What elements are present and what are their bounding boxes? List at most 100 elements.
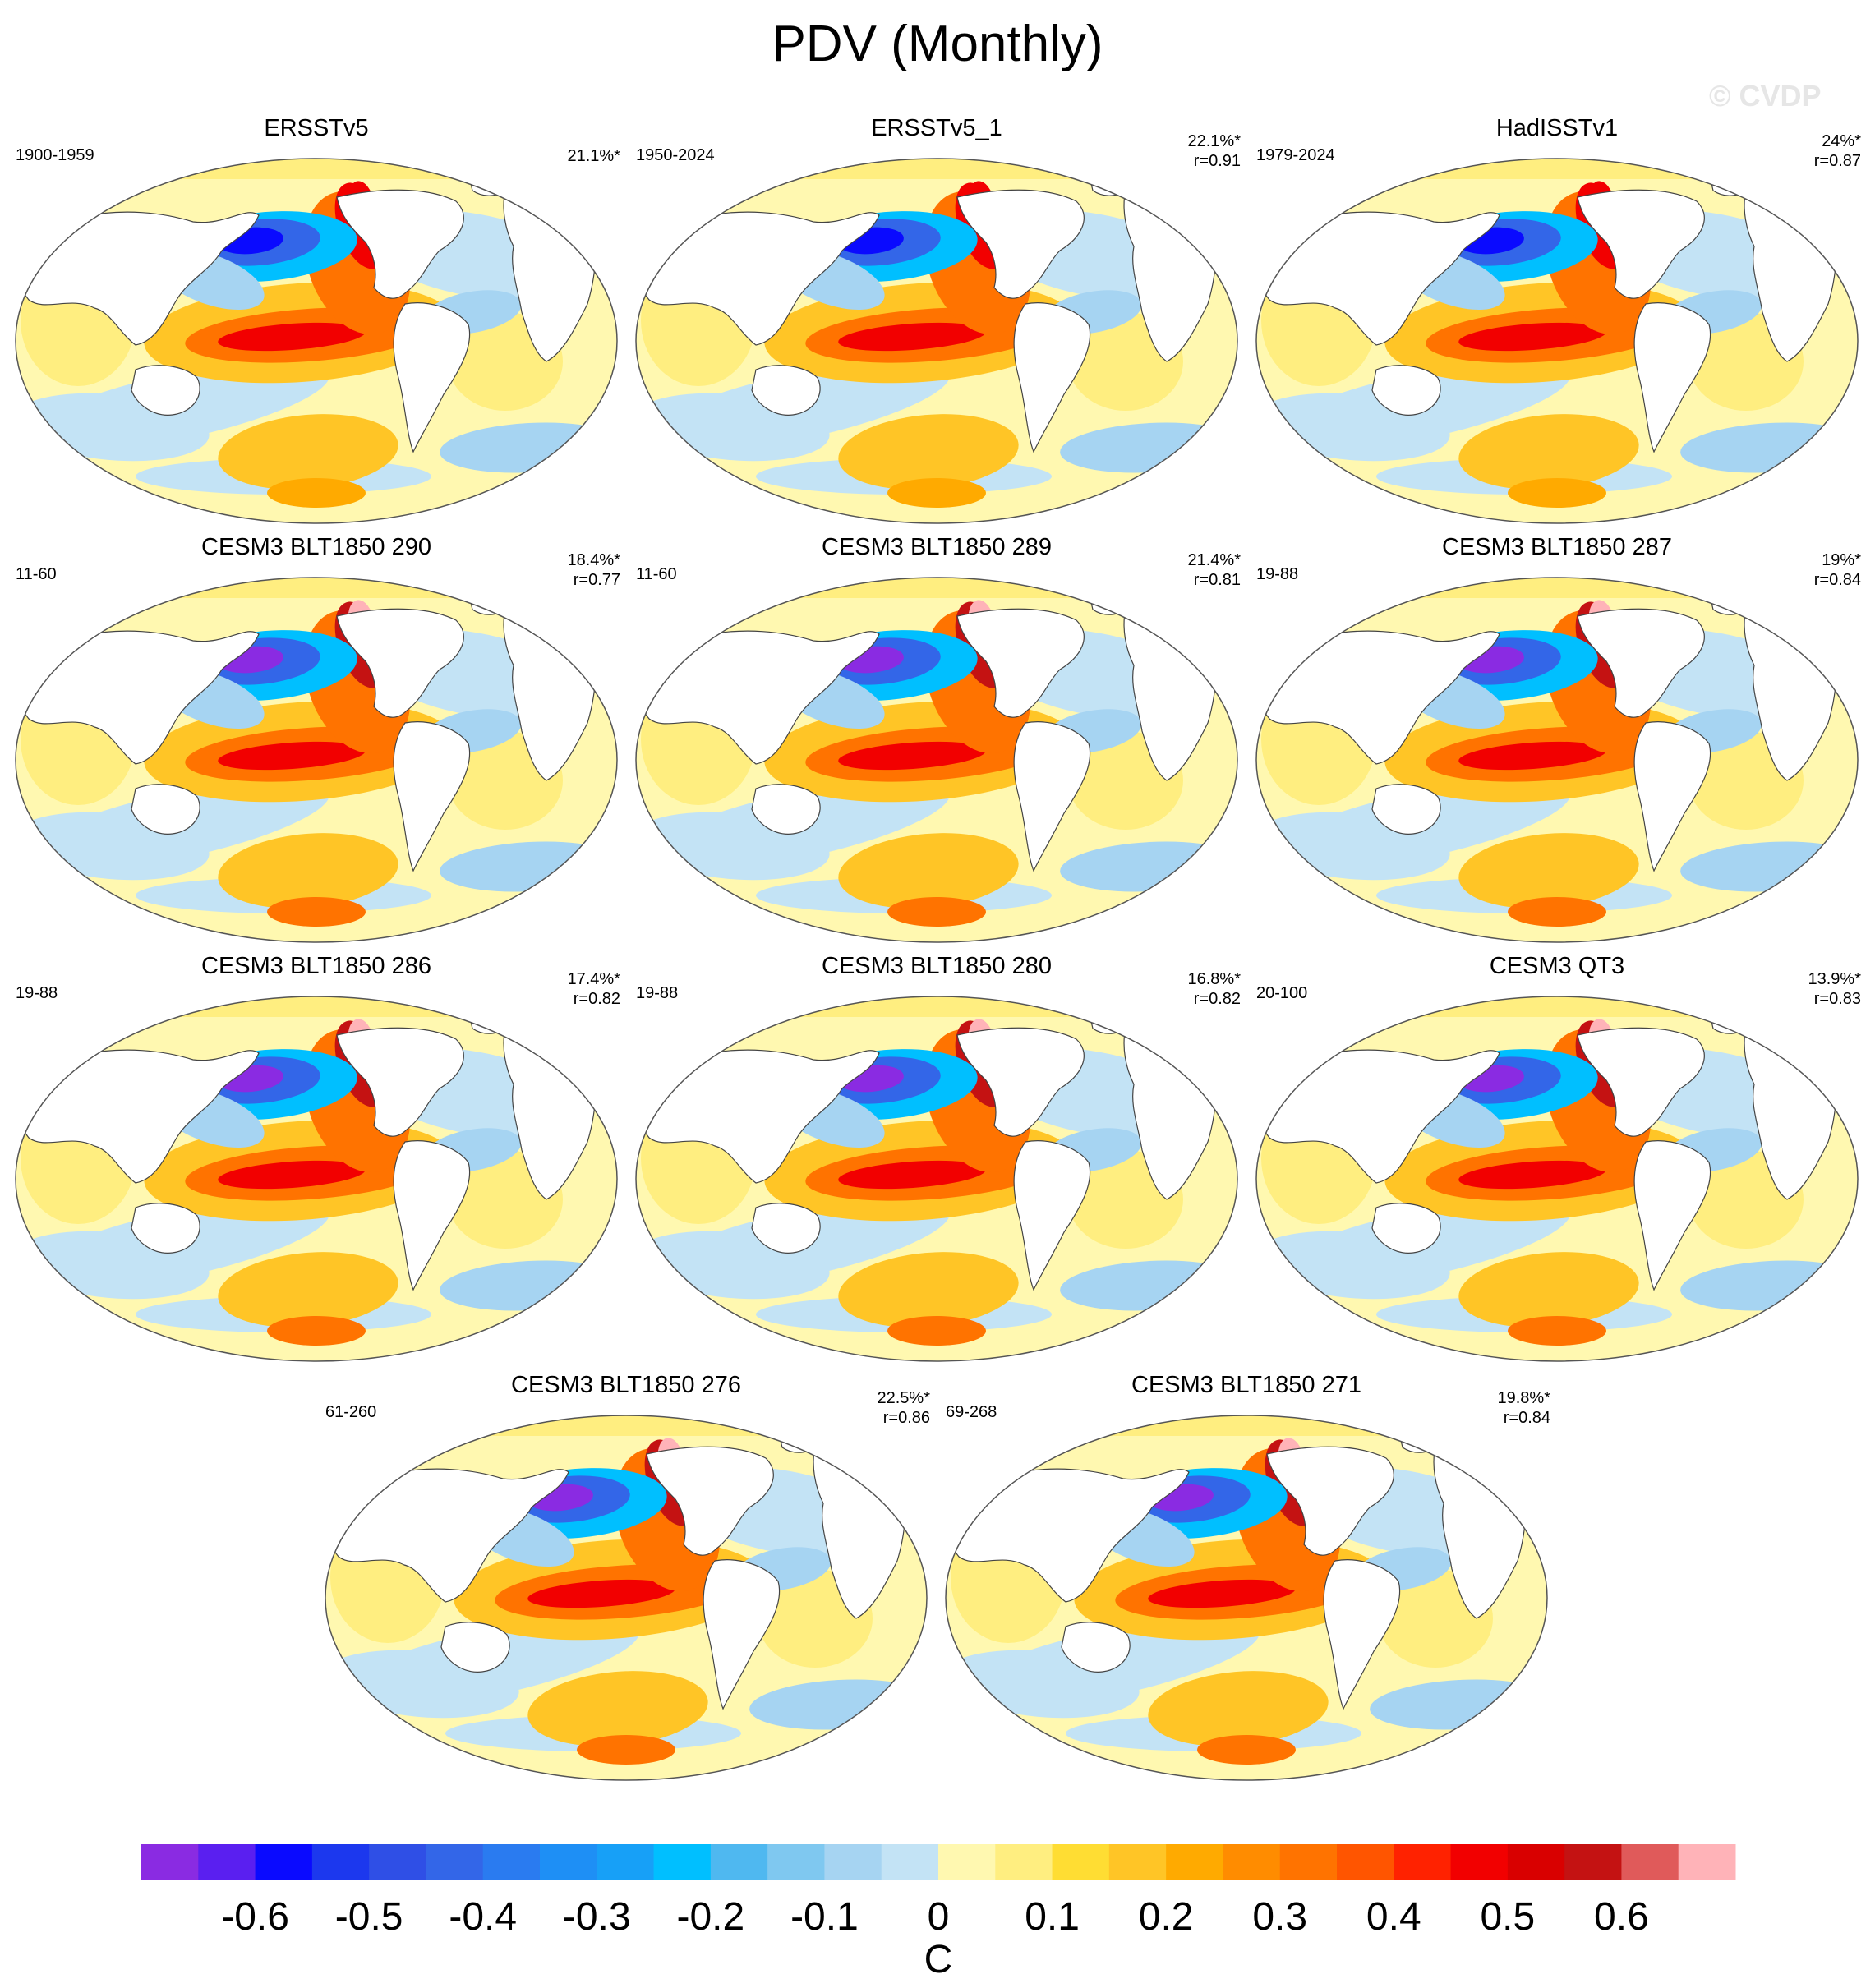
colorbar-swatch: [540, 1844, 597, 1880]
colorbar-swatch: [311, 1844, 370, 1880]
australia-land: [440, 1622, 510, 1673]
pattern-correlation: r=0.82: [573, 990, 620, 1008]
north-america-land: [956, 608, 1085, 718]
asia-land: [1256, 630, 1500, 765]
pattern-correlation: r=0.84: [1503, 1409, 1550, 1427]
colorbar-swatch: [1166, 1844, 1223, 1880]
panel-title: CESM3 BLT1850 289: [822, 534, 1052, 560]
colorbar-tick-label: -0.6: [221, 1895, 289, 1939]
map-outline: [1255, 577, 1859, 943]
south-america-land: [703, 1559, 781, 1710]
south-pacific-warm-core: [1508, 897, 1606, 927]
colorbar-swatch: [1678, 1844, 1736, 1880]
colorbar-tick-label: 0.2: [1139, 1895, 1194, 1939]
map-outline: [325, 1415, 928, 1781]
south-pacific-warm: [1148, 1671, 1329, 1746]
colorbar-swatch: [141, 1844, 199, 1880]
panel-stats: 21.1%*: [568, 146, 621, 166]
asia-land: [1256, 211, 1500, 346]
map-panel: CESM3 QT3 20-100 13.9%* r=0.83: [1253, 953, 1861, 1364]
north-america-land: [956, 1027, 1085, 1137]
colorbar-swatch: [426, 1844, 484, 1880]
colorbar-tick-label: 0.3: [1252, 1895, 1307, 1939]
colorbar-swatch: [255, 1844, 313, 1880]
arctic-band: [16, 996, 617, 1017]
colorbar-swatch: [653, 1844, 712, 1880]
panel-period: 1979-2024: [1256, 146, 1335, 164]
south-pacific-warm: [838, 414, 1019, 490]
south-pacific-warm-core: [887, 897, 986, 927]
panel-stats: 18.4%* r=0.77: [568, 550, 621, 590]
explained-variance: 19.8%*: [1497, 1389, 1551, 1407]
north-america-land: [336, 189, 464, 299]
map-outline: [1255, 996, 1859, 1362]
colorbar-tick-label: 0.5: [1480, 1895, 1535, 1939]
colorbar-swatch: [767, 1844, 825, 1880]
pdv-anomaly-map: [635, 996, 1238, 1362]
explained-variance: 21.1%*: [567, 147, 621, 165]
colorbar-swatch: [369, 1844, 426, 1880]
panel-stats: 19%* r=0.84: [1814, 550, 1861, 590]
south-america-land: [1013, 721, 1091, 872]
explained-variance: 13.9%*: [1808, 970, 1862, 988]
panel-period: 20-100: [1256, 984, 1308, 1002]
north-america-land: [336, 608, 464, 718]
asia-land: [636, 1049, 880, 1184]
asia-land: [636, 211, 880, 346]
explained-variance: 18.4%*: [567, 551, 621, 569]
panel-title: CESM3 QT3: [1489, 953, 1625, 979]
panel-period: 69-268: [946, 1403, 997, 1421]
panel-period: 19-88: [636, 984, 679, 1002]
colorbar-swatch: [1108, 1844, 1167, 1880]
colorbar-swatch: [1052, 1844, 1110, 1880]
panel-period: 19-88: [16, 984, 58, 1002]
arctic-band: [1256, 578, 1858, 598]
south-pacific-warm-core: [1508, 478, 1606, 508]
arctic-band: [16, 578, 617, 598]
map-outline: [635, 158, 1238, 524]
explained-variance: 16.8%*: [1187, 970, 1242, 988]
colorbar-tick-label: -0.1: [790, 1895, 859, 1939]
explained-variance: 21.4%*: [1187, 551, 1242, 569]
pdv-anomaly-map: [325, 1415, 928, 1781]
australia-land: [751, 365, 821, 416]
nino-warm-core: [527, 1579, 675, 1608]
panel-stats: 19.8%* r=0.84: [1498, 1388, 1551, 1428]
colorbar-swatch: [1223, 1844, 1281, 1880]
north-america-land: [1577, 189, 1705, 299]
south-america-land: [1633, 721, 1711, 872]
map-panel: CESM3 BLT1850 280 19-88 16.8%* r=0.82: [633, 953, 1241, 1364]
pdv-anomaly-map: [1255, 577, 1859, 943]
north-america-land: [646, 1446, 774, 1556]
panel-period: 61-260: [325, 1403, 377, 1421]
colorbar-swatch: [1564, 1844, 1622, 1880]
pattern-correlation: r=0.86: [882, 1409, 930, 1427]
south-pacific-warm-core: [887, 478, 986, 508]
colorbar-swatch: [710, 1844, 768, 1880]
panel-period: 19-88: [1256, 565, 1299, 583]
asia-land: [16, 1049, 260, 1184]
panel-stats: 16.8%* r=0.82: [1188, 969, 1242, 1009]
nino-warm-core: [838, 741, 986, 771]
map-panel: HadISSTv1 1979-2024 24%* r=0.87: [1253, 115, 1861, 526]
colorbar-swatch: [995, 1844, 1053, 1880]
south-pacific-warm-core: [1197, 1735, 1296, 1765]
asia-land: [16, 211, 260, 346]
panel-stats: 22.1%* r=0.91: [1188, 131, 1242, 171]
south-pacific-warm-core: [267, 897, 366, 927]
panel-title: HadISSTv1: [1495, 115, 1619, 141]
panel-title: CESM3 BLT1850 276: [511, 1372, 741, 1398]
panel-stats: 17.4%* r=0.82: [568, 969, 621, 1009]
australia-land: [1371, 365, 1441, 416]
map-outline: [15, 996, 618, 1362]
colorbar-swatch: [1507, 1844, 1565, 1880]
pattern-correlation: r=0.87: [1813, 152, 1861, 170]
panel-title: CESM3 BLT1850 287: [1442, 534, 1672, 560]
pattern-correlation: r=0.82: [1193, 990, 1241, 1008]
south-pacific-warm: [1458, 833, 1639, 909]
colorbar-swatch: [1394, 1844, 1452, 1880]
australia-land: [1371, 784, 1441, 835]
colorbar-tick-label: -0.4: [449, 1895, 517, 1939]
explained-variance: 22.1%*: [1187, 132, 1242, 150]
south-america-land: [393, 302, 471, 453]
